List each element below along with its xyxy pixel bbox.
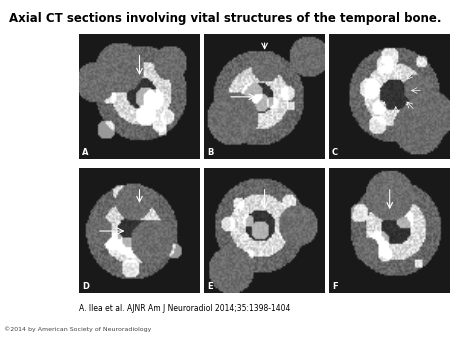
Text: ©2014 by American Society of Neuroradiology: ©2014 by American Society of Neuroradiol… [4, 326, 152, 332]
Text: AMERICAN JOURNAL OF NEURORADIOLOGY: AMERICAN JOURNAL OF NEURORADIOLOGY [311, 325, 416, 330]
Text: C: C [332, 148, 338, 157]
Text: F: F [332, 282, 338, 291]
Text: B: B [207, 148, 213, 157]
Text: Axial CT sections involving vital structures of the temporal bone.: Axial CT sections involving vital struct… [9, 12, 441, 25]
Text: D: D [82, 282, 89, 291]
Text: A. Ilea et al. AJNR Am J Neuroradiol 2014;35:1398-1404: A. Ilea et al. AJNR Am J Neuroradiol 201… [79, 304, 290, 313]
Text: E: E [207, 282, 212, 291]
Text: A: A [82, 148, 88, 157]
Text: AJNR: AJNR [329, 297, 398, 321]
